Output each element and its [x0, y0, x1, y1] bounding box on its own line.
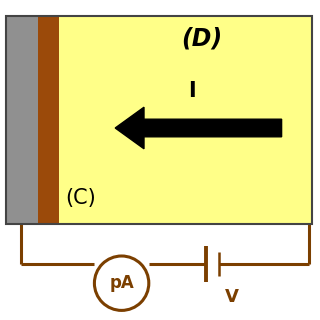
FancyArrow shape [115, 107, 282, 149]
Bar [38, 16, 312, 224]
Text: (C): (C) [66, 188, 96, 208]
Text: (D): (D) [181, 26, 222, 50]
Text: V: V [225, 288, 239, 306]
Bar [6, 16, 312, 224]
Bar [6, 16, 38, 224]
Bar [38, 16, 59, 224]
Circle shape [94, 256, 149, 310]
Text: pA: pA [109, 274, 134, 292]
Text: I: I [188, 81, 196, 101]
